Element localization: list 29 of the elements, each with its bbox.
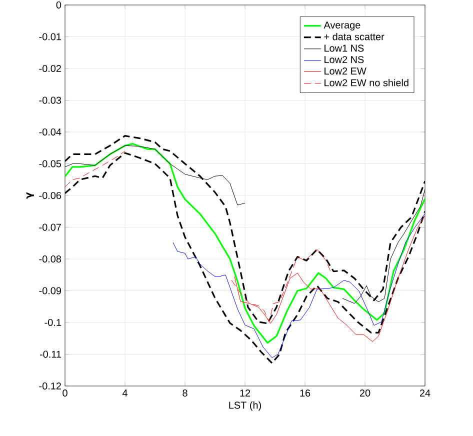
- legend-label: Low2 EW: [324, 68, 366, 75]
- y-tick-label: -0.09: [39, 287, 62, 294]
- y-tick-label: -0.11: [40, 350, 62, 358]
- y-tick-label: -0.04: [39, 128, 62, 136]
- x-tick-label: 16: [300, 390, 310, 397]
- legend-label: Low2 NS: [324, 56, 364, 64]
- x-tick-label: 0: [62, 390, 68, 397]
- y-tick-label: -0.06: [39, 192, 62, 200]
- legend-label: + data scatter: [324, 32, 384, 40]
- line-series: [172, 213, 426, 358]
- y-tick-label: -0.08: [39, 255, 62, 263]
- x-tick-label: 4: [122, 390, 128, 396]
- x-tick-label: 12: [240, 390, 250, 396]
- legend-label: Low1 NS: [324, 44, 364, 52]
- y-tick-label: -0.12: [39, 382, 61, 390]
- y-tick-label: -0.02: [39, 64, 61, 72]
- x-tick-label: 8: [182, 390, 188, 397]
- x-axis-title: LST (h): [229, 401, 261, 411]
- y-tick-label: 0: [56, 1, 62, 9]
- y-tick-label: -0.1: [44, 318, 61, 326]
- y-tick-label: -0.01: [39, 33, 61, 40]
- y-axis-title: γ: [26, 192, 34, 199]
- y-tick-label: -0.07: [39, 224, 61, 231]
- x-tick-label: 20: [360, 390, 370, 397]
- x-tick-label: 24: [420, 390, 430, 396]
- legend-label: Average: [324, 22, 360, 31]
- legend-label: Low2 EW no shield: [324, 78, 408, 86]
- y-tick-label: -0.03: [39, 96, 62, 104]
- y-tick-label: -0.05: [39, 160, 62, 168]
